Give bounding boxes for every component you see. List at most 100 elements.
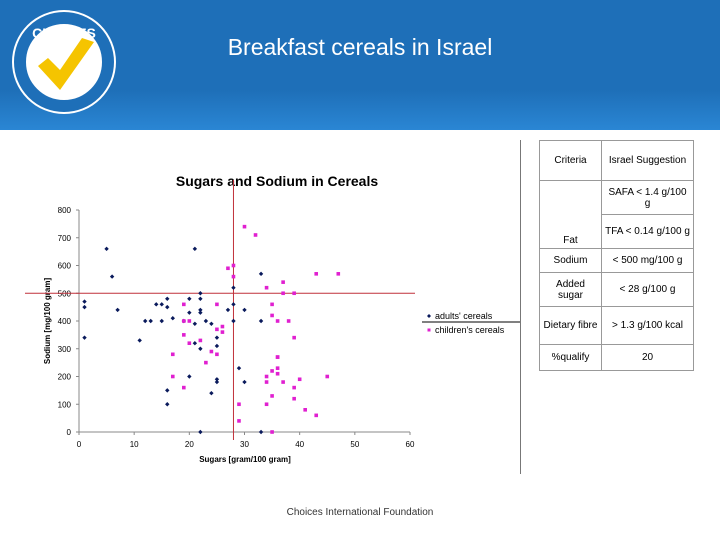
adults-cereal-point (115, 307, 120, 313)
adults-cereal-point (165, 304, 170, 310)
adults-cereal-point (214, 379, 220, 385)
chart-title: Sugars and Sodium in Cereals (176, 173, 378, 189)
childrens-cereal-point (187, 319, 192, 323)
childrens-cereal-point (292, 291, 296, 296)
x-tick-label: 30 (240, 440, 249, 449)
header-band (0, 90, 720, 130)
y-tick-label: 800 (58, 206, 72, 215)
y-tick-label: 400 (58, 317, 72, 326)
adults-cereal-point (154, 302, 159, 307)
adults-cereal-point (82, 335, 87, 340)
childrens-cereal-point (182, 319, 186, 323)
adults-cereal-point (187, 296, 192, 301)
suggestion-tfa: TFA < 0.14 g/100 g (601, 214, 694, 249)
adults-cereal-point (258, 318, 264, 324)
x-tick-label: 10 (130, 440, 139, 449)
y-tick-label: 200 (58, 373, 72, 382)
adults-cereal-point (198, 296, 203, 301)
childrens-cereal-point (215, 352, 219, 357)
logo-ring (14, 12, 114, 112)
suggestion-sodium: < 500 mg/100 g (601, 248, 694, 273)
childrens-cereal-point (275, 366, 280, 370)
childrens-cereal-point (286, 319, 291, 323)
adults-cereal-point (137, 338, 142, 343)
x-tick-label: 0 (77, 440, 82, 449)
childrens-cereal-point (281, 291, 285, 296)
childrens-cereal-point (220, 330, 225, 334)
x-axis-label: Sugars [gram/100 gram] (199, 455, 291, 464)
adults-cereal-point (187, 374, 192, 379)
adults-cereal-point (231, 318, 236, 324)
adults-cereal-point (214, 343, 220, 349)
childrens-cereal-point (270, 302, 274, 307)
childrens-cereal-point (314, 413, 319, 418)
adults-cereal-point (198, 307, 203, 313)
adults-cereal-point (165, 296, 170, 301)
childrens-cereal-point (270, 430, 274, 434)
adults-cereal-point (225, 307, 231, 313)
childrens-cereal-point (182, 385, 186, 390)
legend-marker-adults (427, 314, 431, 318)
logo-brand-text: CHOICES (32, 25, 96, 41)
childrens-cereal-point (264, 380, 269, 384)
legend-marker-children (427, 328, 431, 332)
childrens-cereal-point (281, 380, 285, 384)
adults-cereal-point (198, 346, 203, 351)
childrens-cereal-point (187, 341, 192, 345)
childrens-cereal-point (170, 352, 175, 357)
childrens-cereal-point (226, 266, 230, 271)
adults-cereal-point (236, 365, 242, 371)
table-header-criteria: Criteria (539, 140, 602, 181)
separator-line (520, 140, 521, 474)
childrens-cereal-point (270, 394, 274, 398)
adults-cereal-point (143, 318, 148, 324)
childrens-cereal-point (297, 377, 302, 382)
childrens-cereal-point (275, 371, 280, 376)
adults-cereal-point (209, 321, 214, 326)
childrens-cereal-point (237, 402, 241, 407)
y-tick-label: 100 (58, 400, 72, 409)
logo-circle (12, 10, 116, 114)
adults-cereal-point (104, 246, 109, 252)
childrens-cereal-point (182, 302, 186, 307)
footer-text: Choices International Foundation (286, 507, 434, 518)
criteria-table: Criteria Israel Suggestion Fat SAFA < 1.… (539, 140, 694, 371)
suggestion-safa: SAFA < 1.4 g/100 g (601, 180, 694, 215)
criteria-dietary-fibre: Dietary fibre (539, 306, 602, 345)
childrens-cereal-point (275, 319, 280, 323)
childrens-cereal-point (253, 233, 258, 237)
criteria-sodium: Sodium (539, 248, 602, 273)
checkmark-icon (38, 38, 94, 90)
adults-cereal-point (192, 246, 198, 252)
adults-cereal-point (187, 310, 192, 315)
adults-cereal-point (82, 304, 87, 310)
adults-cereal-point (198, 310, 203, 315)
legend-label: adults' cereals (435, 311, 493, 321)
adults-cereal-point (203, 318, 209, 324)
childrens-cereal-point (209, 349, 214, 354)
adults-cereal-point (214, 377, 220, 382)
legend-label: children's cereals (435, 325, 505, 335)
adults-cereal-point (148, 318, 153, 324)
suggestion-added-sugar: < 28 g/100 g (601, 272, 694, 307)
adults-cereal-point (159, 318, 164, 324)
adults-cereal-point (82, 299, 87, 304)
childrens-cereal-point (242, 224, 247, 229)
childrens-cereal-point (170, 374, 175, 379)
childrens-cereal-point (231, 274, 236, 279)
childrens-cereal-point (204, 360, 208, 365)
adults-cereal-point (165, 388, 170, 393)
adults-cereal-point (170, 316, 175, 321)
scatter-chart: Sugars and Sodium in Cereals010020030040… (25, 173, 520, 464)
childrens-cereal-point (270, 313, 274, 318)
y-axis-label: Sodium [mg/100 gram] (43, 278, 52, 365)
adults-cereal-point (209, 390, 214, 396)
adults-cereal-point (258, 271, 264, 277)
childrens-cereal-point (264, 402, 269, 407)
y-tick-label: 0 (67, 428, 72, 437)
adults-cereal-point (214, 335, 220, 340)
suggestion-qualify: 20 (601, 344, 694, 371)
childrens-cereal-point (182, 333, 186, 337)
choices-logo: CHOICES (12, 10, 116, 114)
adults-cereal-point (192, 321, 198, 326)
